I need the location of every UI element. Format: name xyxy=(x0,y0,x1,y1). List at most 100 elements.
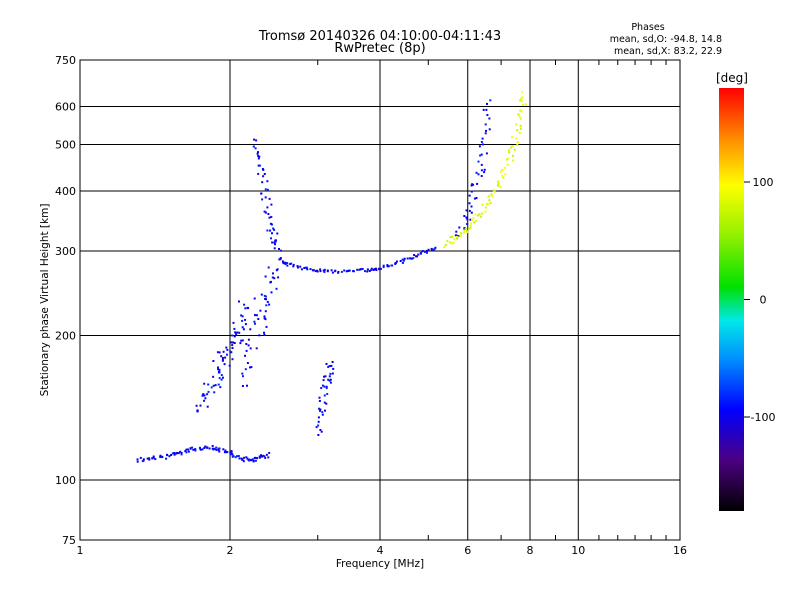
data-point xyxy=(274,239,277,242)
data-point xyxy=(470,184,473,187)
data-point xyxy=(236,455,238,458)
data-point xyxy=(244,307,247,310)
data-point xyxy=(265,325,268,328)
data-point xyxy=(414,255,417,258)
data-point xyxy=(242,328,245,331)
data-point xyxy=(465,229,468,232)
data-point xyxy=(426,249,428,252)
data-point xyxy=(273,241,276,244)
data-point xyxy=(266,229,269,232)
data-point xyxy=(218,351,221,354)
data-point xyxy=(207,390,210,393)
data-point xyxy=(481,203,484,206)
data-point xyxy=(478,145,481,148)
data-point xyxy=(212,384,215,387)
data-point xyxy=(275,269,278,272)
data-point xyxy=(276,232,279,235)
data-point xyxy=(323,268,326,271)
data-point xyxy=(321,413,324,416)
data-point xyxy=(257,318,260,320)
data-point xyxy=(444,244,447,246)
data-point xyxy=(386,264,389,267)
data-point xyxy=(323,270,326,273)
x-tick-label: 6 xyxy=(464,544,471,557)
data-point xyxy=(194,449,197,452)
data-point xyxy=(460,232,462,235)
x-tick-label: 16 xyxy=(673,544,687,557)
data-point xyxy=(366,268,369,271)
data-point xyxy=(264,211,267,214)
data-point xyxy=(199,448,202,451)
data-point xyxy=(261,198,264,201)
colorbar-tick-label: 0 xyxy=(760,294,767,307)
data-point xyxy=(187,448,189,451)
data-point xyxy=(483,171,486,174)
data-point xyxy=(201,448,204,451)
data-point xyxy=(232,321,235,324)
data-point xyxy=(250,459,253,462)
data-point xyxy=(198,447,201,450)
data-point xyxy=(305,266,308,269)
data-point xyxy=(239,342,242,345)
data-point xyxy=(152,455,155,458)
data-point xyxy=(234,456,237,459)
data-point xyxy=(319,268,322,271)
data-point xyxy=(249,328,252,331)
data-point xyxy=(475,220,477,223)
data-point xyxy=(502,176,505,179)
data-point xyxy=(489,99,492,102)
data-point xyxy=(273,277,276,280)
data-point xyxy=(257,155,260,157)
data-point xyxy=(468,228,471,230)
data-point xyxy=(270,215,273,218)
data-point xyxy=(235,333,238,336)
data-point xyxy=(225,346,228,349)
data-point xyxy=(419,252,422,255)
data-point xyxy=(489,202,492,204)
data-point xyxy=(203,399,205,402)
data-point xyxy=(524,103,527,106)
data-point xyxy=(426,251,428,254)
data-point xyxy=(361,268,364,270)
data-point xyxy=(292,263,295,266)
data-point xyxy=(274,240,277,243)
data-point xyxy=(222,448,225,451)
data-point xyxy=(221,357,224,359)
data-point xyxy=(521,91,524,94)
data-point xyxy=(217,449,220,452)
data-point xyxy=(468,202,471,205)
data-point xyxy=(326,269,329,272)
data-point xyxy=(520,100,523,103)
data-point xyxy=(249,366,251,369)
data-point xyxy=(215,448,218,451)
data-point xyxy=(184,450,187,453)
data-point xyxy=(261,181,264,184)
data-point xyxy=(449,241,452,244)
data-point xyxy=(259,455,262,458)
data-point xyxy=(230,452,233,454)
data-point xyxy=(434,246,437,249)
data-point xyxy=(511,145,514,147)
data-point xyxy=(258,164,261,167)
data-point xyxy=(284,261,287,264)
data-point xyxy=(256,457,259,460)
data-point xyxy=(244,368,247,371)
data-point xyxy=(346,269,349,272)
data-point xyxy=(233,335,236,338)
x-tick-label: 1 xyxy=(77,544,84,557)
x-axis-label: Frequency [MHz] xyxy=(336,558,424,570)
data-point xyxy=(241,319,244,322)
data-point xyxy=(223,363,226,366)
data-point xyxy=(506,157,509,160)
x-tick-label: 8 xyxy=(527,544,534,557)
data-point xyxy=(260,192,263,195)
x-tick-label: 10 xyxy=(571,544,585,557)
data-point xyxy=(322,379,325,382)
data-point xyxy=(504,173,507,176)
data-point xyxy=(515,137,518,140)
data-point xyxy=(159,454,162,457)
data-point xyxy=(226,348,229,351)
data-point xyxy=(246,457,249,460)
data-point xyxy=(271,241,274,244)
data-point xyxy=(168,455,171,458)
